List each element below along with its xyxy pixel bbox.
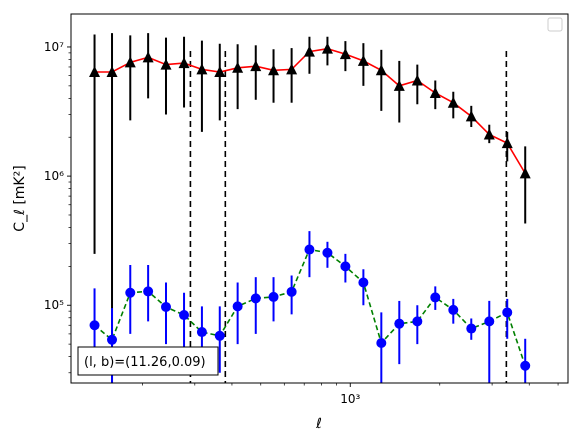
coordinate-annotation: (l, b)=(11.26,0.09)	[77, 346, 219, 376]
circle-marker	[520, 360, 531, 371]
circle-marker	[430, 292, 441, 303]
triangle-marker	[214, 65, 226, 77]
triangle-marker	[447, 96, 459, 108]
annotation-text: (l, b)=(11.26,0.09)	[84, 355, 206, 370]
triangle-marker	[124, 56, 136, 68]
series-1	[89, 231, 531, 383]
circle-marker	[107, 334, 118, 345]
series-0	[89, 33, 531, 383]
circle-marker	[268, 291, 279, 302]
triangle-marker	[411, 74, 423, 86]
triangle-marker	[268, 64, 280, 76]
y-axis-label: C_ℓ [mK²]	[12, 165, 28, 231]
circle-marker	[250, 293, 261, 304]
circle-marker	[484, 316, 495, 327]
circle-marker	[304, 244, 315, 255]
circle-marker	[340, 261, 351, 272]
data-series	[89, 33, 531, 383]
triangle-marker	[429, 87, 441, 99]
circle-marker	[466, 323, 477, 334]
circle-marker	[358, 277, 369, 288]
circle-marker	[214, 330, 225, 341]
legend-frame	[547, 17, 563, 32]
triangle-marker	[106, 65, 118, 77]
triangle-marker	[286, 63, 298, 75]
x-axis-label: ℓ	[315, 416, 322, 432]
y-tick-label: 10⁵	[44, 298, 64, 312]
circle-marker	[412, 316, 423, 327]
y-axis-label-text: C_ℓ [mK²]	[12, 165, 28, 231]
triangle-marker	[160, 58, 172, 70]
circle-marker	[160, 301, 171, 312]
axis-ticks: 10³ 10⁵ 10⁶ 10⁷	[44, 40, 559, 406]
triangle-marker	[142, 51, 154, 63]
triangle-marker	[250, 60, 262, 72]
triangle-marker	[178, 57, 190, 69]
circle-marker	[286, 286, 297, 297]
circle-marker	[322, 247, 333, 258]
triangle-marker	[501, 137, 513, 149]
triangle-marker	[393, 79, 405, 91]
legend-box	[547, 17, 563, 32]
vertical-reference-lines	[189, 51, 508, 383]
y-tick-label: 10⁷	[44, 40, 64, 54]
circle-marker	[448, 304, 459, 315]
triangle-marker	[321, 42, 333, 54]
circle-marker	[394, 318, 405, 329]
circle-marker	[502, 307, 513, 318]
triangle-marker	[465, 110, 477, 122]
triangle-marker	[89, 65, 101, 77]
y-tick-label: 10⁶	[44, 169, 64, 183]
annotation-box	[77, 346, 219, 376]
triangle-marker	[519, 167, 531, 179]
triangle-marker	[196, 63, 208, 75]
triangle-marker	[303, 45, 315, 57]
triangle-marker	[339, 48, 351, 60]
circle-marker	[232, 301, 243, 312]
triangle-marker	[232, 61, 244, 73]
circle-marker	[89, 320, 100, 331]
triangle-marker	[483, 128, 495, 140]
triangle-marker	[357, 54, 369, 66]
circle-marker	[196, 327, 207, 338]
circle-marker	[179, 310, 190, 321]
circle-marker	[143, 286, 154, 297]
x-tick-label: 10³	[340, 392, 360, 406]
circle-marker	[125, 287, 136, 298]
circle-marker	[376, 338, 387, 349]
triangle-marker	[375, 64, 387, 76]
plot-frame	[70, 13, 569, 384]
